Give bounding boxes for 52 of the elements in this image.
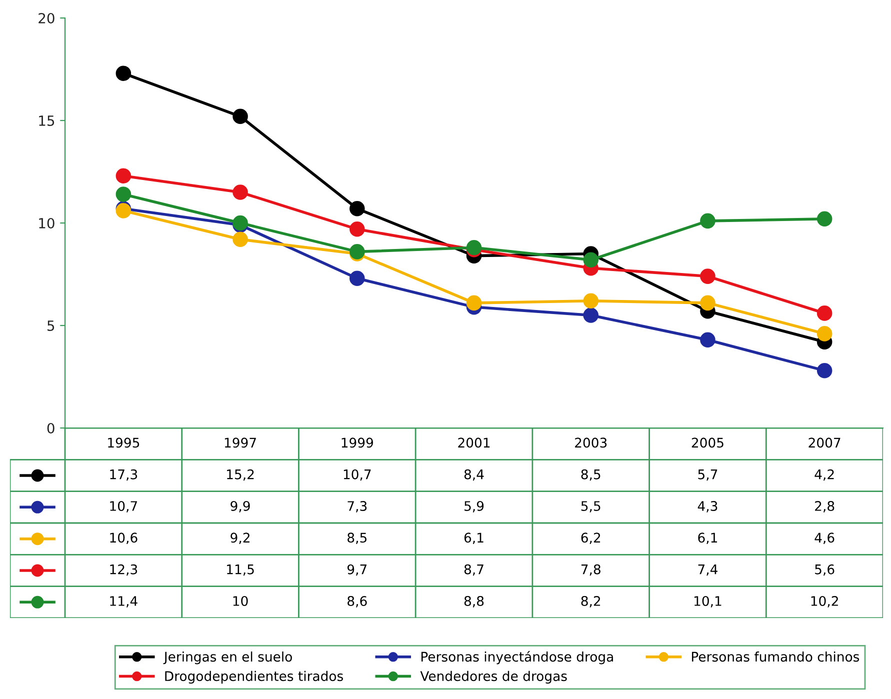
x-tick-label: 2003 xyxy=(575,438,607,448)
data-label: 4,2 xyxy=(814,469,834,481)
data-label: 8,8 xyxy=(464,596,484,608)
y-tick-label: 10 xyxy=(39,218,54,228)
data-label: 10,2 xyxy=(811,596,838,608)
data-label: 10,6 xyxy=(110,532,138,544)
x-tick-label: 1999 xyxy=(342,438,374,448)
data-label: 10,7 xyxy=(344,469,371,481)
data-label: 7,3 xyxy=(348,501,367,512)
data-label: 12,3 xyxy=(110,564,138,576)
data-label: 8,4 xyxy=(464,469,484,481)
legend-label: Vendedores de drogas xyxy=(420,670,567,684)
data-label: 8,5 xyxy=(348,532,366,544)
data-label: 5,5 xyxy=(581,501,600,512)
data-label: 10 xyxy=(233,596,248,606)
y-tick-label: 15 xyxy=(39,116,54,126)
y-tick-label: 5 xyxy=(48,320,54,331)
x-tick-label: 2005 xyxy=(692,438,724,448)
data-label: 8,5 xyxy=(581,469,600,481)
data-label: 8,2 xyxy=(581,596,600,608)
data-label: 7,8 xyxy=(581,564,600,576)
x-tick-label: 1997 xyxy=(224,438,256,448)
legend-label: Personas fumando chinos xyxy=(692,651,860,662)
data-label: 4,6 xyxy=(814,532,834,544)
data-label: 6,2 xyxy=(581,532,600,544)
y-tick-label: 0 xyxy=(47,422,54,434)
legend-label: Jeringas en el suelo xyxy=(163,651,292,664)
y-tick-label: 20 xyxy=(38,12,54,24)
data-label: 11,5 xyxy=(227,564,254,576)
x-tick-label: 2001 xyxy=(458,438,490,448)
data-label: 9,2 xyxy=(230,532,250,544)
legend-label: Drogodependientes tirados xyxy=(165,670,343,684)
x-tick-label: 1995 xyxy=(108,438,140,448)
data-label: 9,9 xyxy=(230,501,250,512)
legend-label: Personas inyectándose droga xyxy=(421,650,613,664)
data-label: 4,3 xyxy=(698,501,718,512)
data-label: 5,9 xyxy=(464,501,484,512)
data-label: 6,1 xyxy=(698,532,717,544)
data-label: 10,1 xyxy=(694,596,722,608)
data-label: 6,1 xyxy=(464,532,484,544)
data-label: 7,4 xyxy=(698,564,718,576)
data-label: 8,6 xyxy=(348,596,367,608)
data-label: 15,2 xyxy=(227,469,254,481)
data-label: 2,8 xyxy=(815,501,834,512)
data-label: 5,7 xyxy=(698,470,718,481)
data-label: 9,7 xyxy=(347,564,367,576)
data-label: 11,4 xyxy=(110,596,138,608)
data-label: 17,3 xyxy=(110,469,138,481)
data-label: 8,7 xyxy=(464,564,484,576)
data-label: 5,6 xyxy=(815,564,834,576)
x-tick-label: 2007 xyxy=(808,438,840,448)
data-label: 10,7 xyxy=(110,501,137,512)
